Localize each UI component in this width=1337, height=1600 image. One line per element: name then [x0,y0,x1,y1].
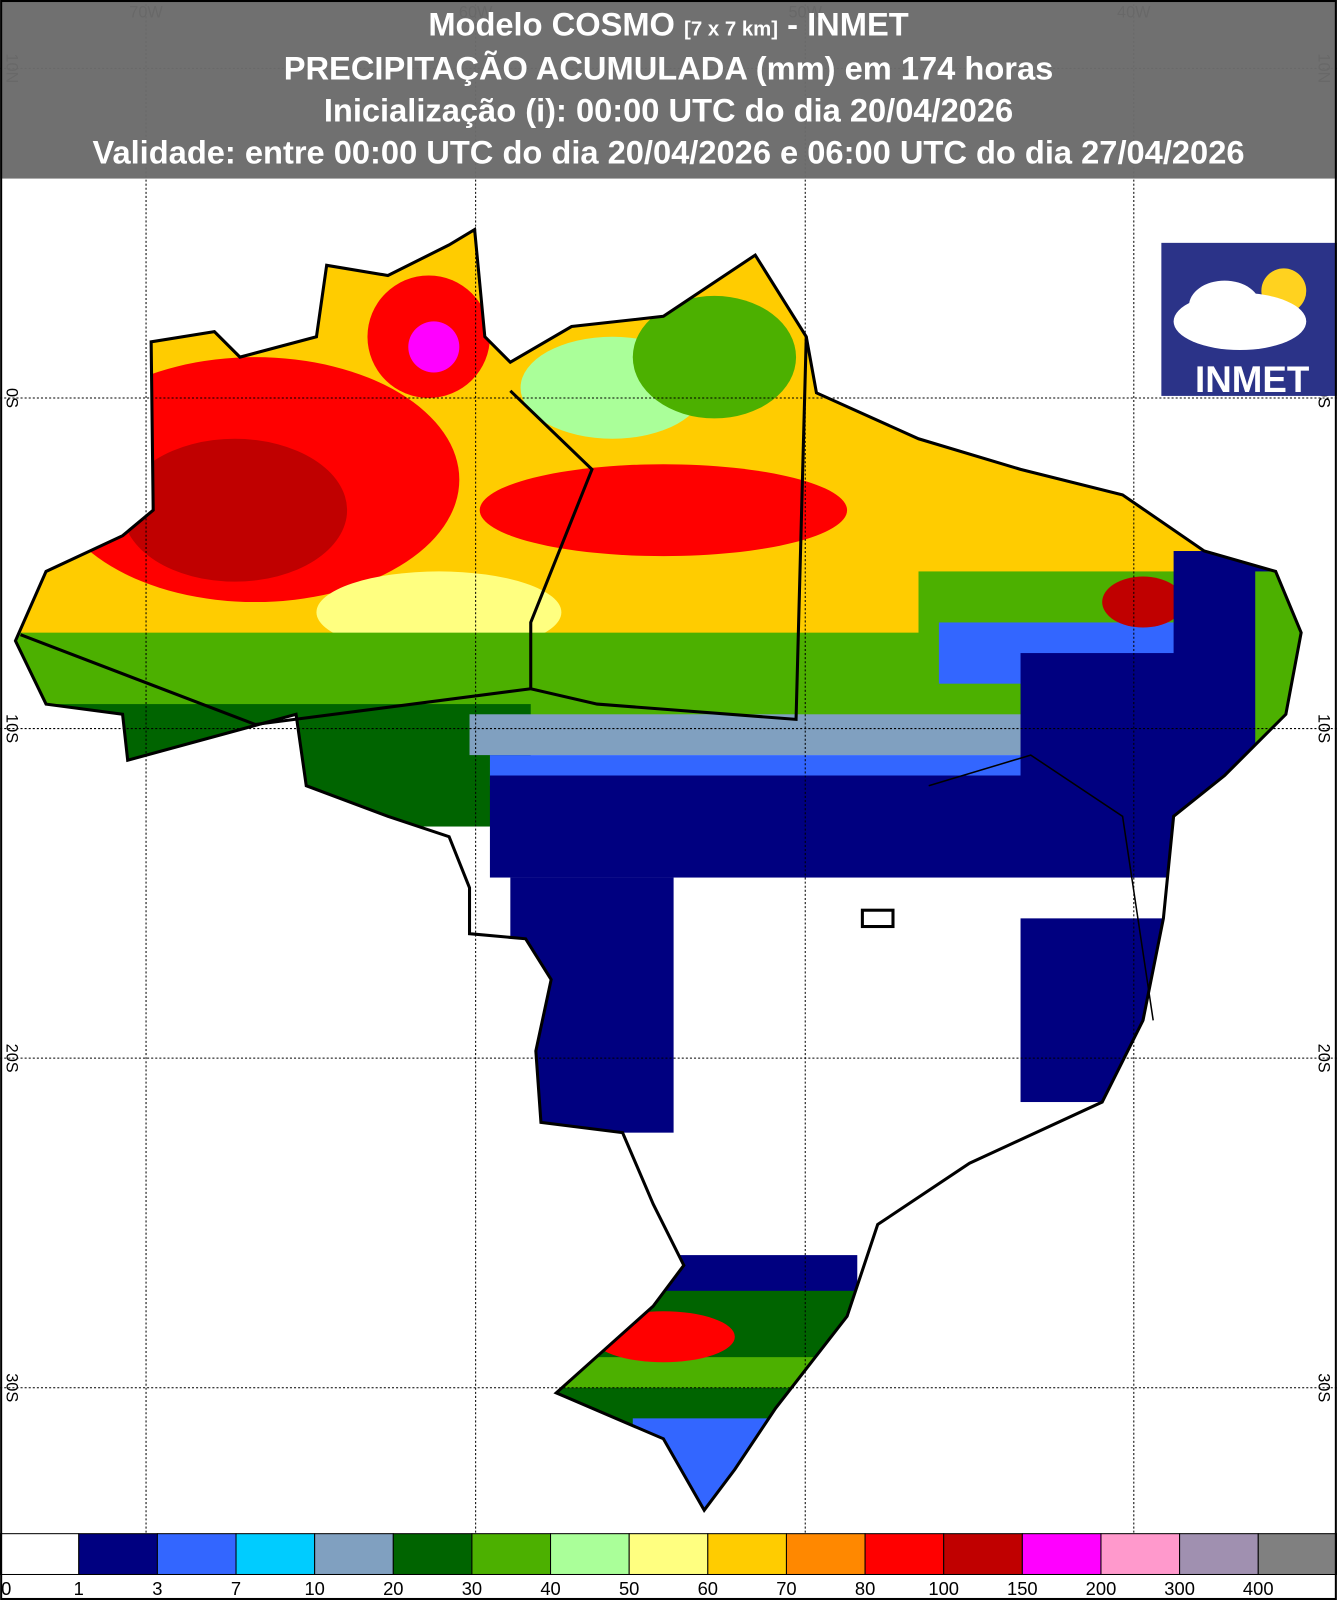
title-suffix: - INMET [787,6,909,43]
state-borders [19,336,808,727]
legend-swatch [1100,1533,1181,1575]
state-borders [509,389,594,689]
legend-swatch [628,1533,709,1575]
legend: 0 1 3 7 10 20 30 40 50 60 70 80 100 150 200 300 400 [0,1533,1337,1599]
legend-label: 3 [152,1578,162,1599]
legend-label: 40 [540,1578,560,1599]
title-line-3: Inicialização (i): 00:00 UTC do dia 20/0… [324,91,1013,128]
latitude-label: 30S [1315,1373,1333,1402]
title-line-4: Validade: entre 00:00 UTC do dia 20/04/2… [92,133,1244,170]
legend-label: 50 [619,1578,639,1599]
legend-label: 20 [383,1578,403,1599]
legend-swatch [314,1533,394,1575]
legend-swatch [707,1533,787,1575]
latitude-label: 30S [2,1373,20,1402]
header-band [0,0,1337,179]
title-line-2: PRECIPITAÇÃO ACUMULADA (mm) em 174 horas [284,50,1054,87]
legend-label: 30 [462,1578,482,1599]
legend-label: 70 [776,1578,796,1599]
title-line-1: Modelo COSMO [7 x 7 km] - INMET [428,6,908,43]
latitude-label: 10S [2,714,20,743]
federal-district [860,908,895,929]
latitude-label: 0S [2,388,20,408]
legend-swatch [78,1533,158,1575]
legend-swatch [864,1533,945,1575]
legend-swatch [1021,1533,1102,1575]
latitude-label: 20S [1315,1044,1333,1073]
logo-text: INMET [1195,359,1310,400]
legend-swatch [1179,1533,1259,1575]
legend-label: 100 [928,1578,959,1599]
legend-label: 1 [74,1578,84,1599]
legend-swatch [550,1533,630,1575]
legend-label: 10 [304,1578,324,1599]
latitude-label: 10S [1315,714,1333,743]
legend-label: 300 [1164,1578,1195,1599]
legend-swatch [785,1533,866,1575]
legend-label: 400 [1243,1578,1274,1599]
latitude-label: 20S [2,1044,20,1073]
state-borders [928,754,1154,1021]
legend-swatch [0,1533,80,1575]
title-model: Modelo COSMO [428,6,675,43]
legend-label: 7 [231,1578,241,1599]
legend-label: 80 [855,1578,875,1599]
legend-label: 0 [1,1578,11,1599]
logo: INMET [1161,242,1337,400]
legend-swatch [1257,1533,1337,1575]
legend-swatch [156,1533,237,1575]
legend-swatch [471,1533,552,1575]
title-resolution: [7 x 7 km] [684,19,778,41]
legend-swatch [943,1533,1023,1575]
legend-label: 150 [1007,1578,1038,1599]
legend-label: 200 [1086,1578,1117,1599]
country-outline [13,227,1303,1513]
legend-label: 60 [698,1578,718,1599]
legend-swatch [392,1533,473,1575]
legend-swatch [235,1533,316,1575]
